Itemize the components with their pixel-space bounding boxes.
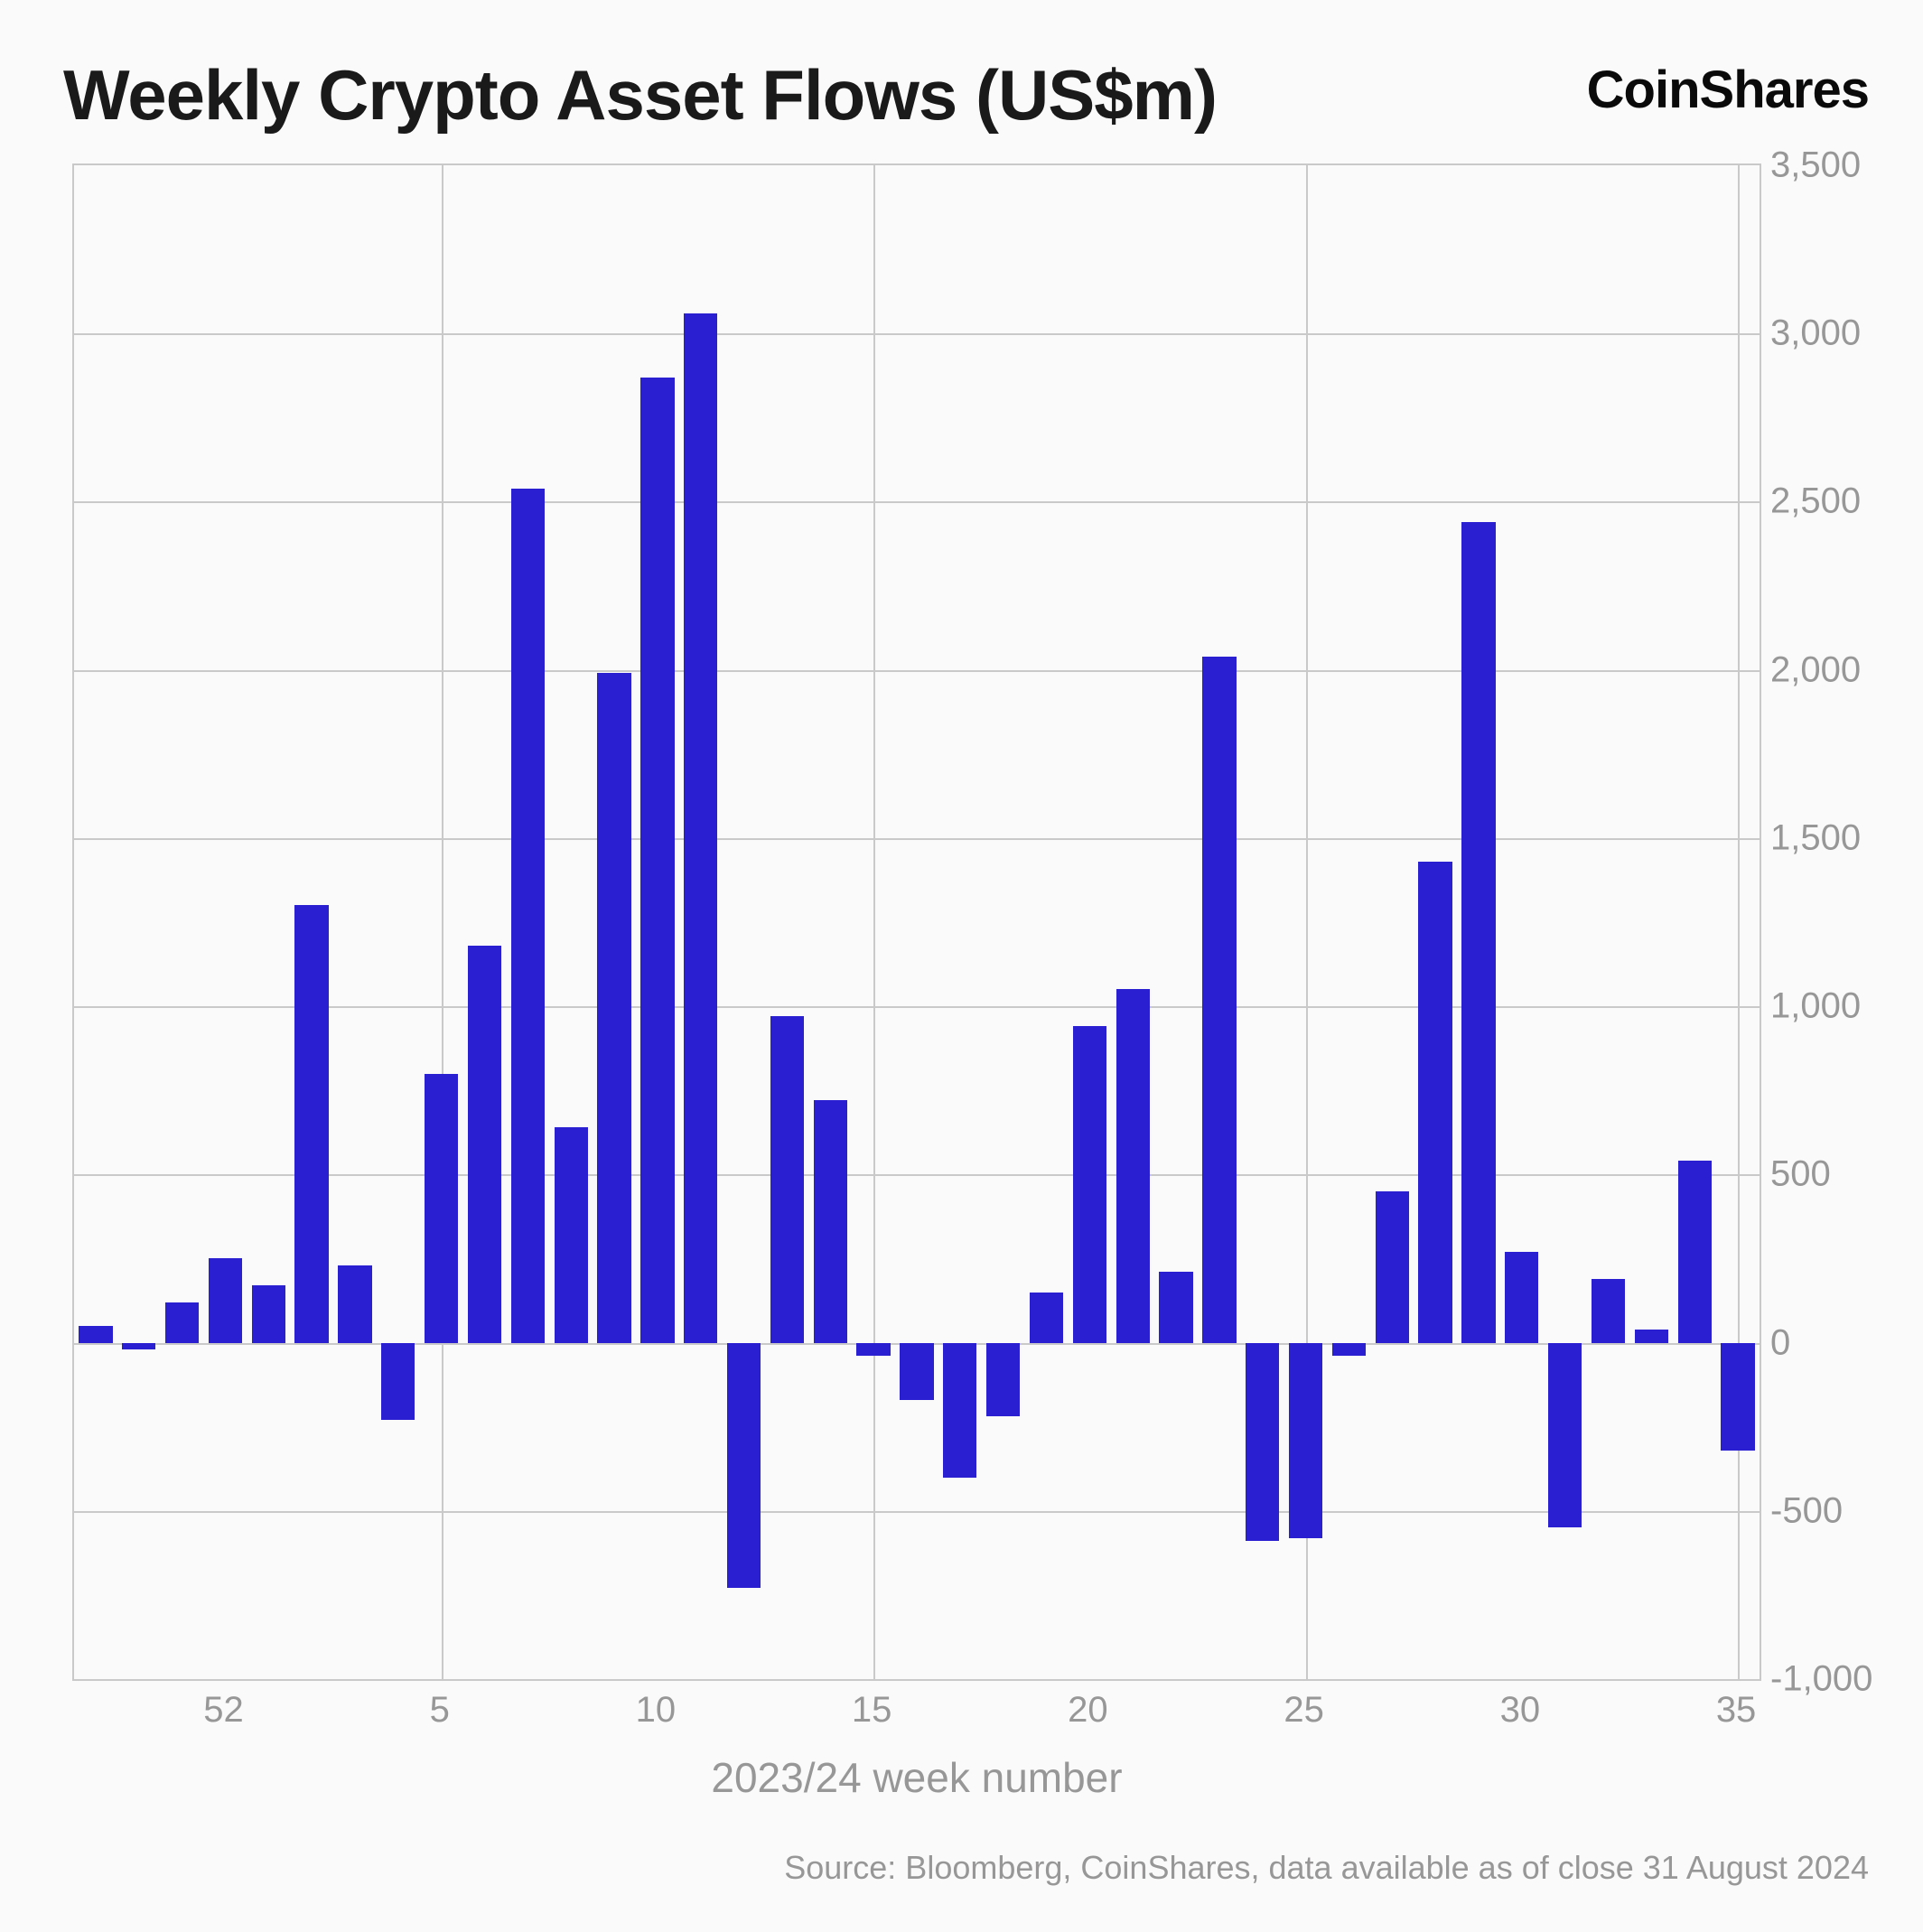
bar [1548, 1343, 1582, 1528]
source-note: Source: Bloomberg, CoinShares, data avai… [784, 1849, 1869, 1887]
bar [511, 489, 545, 1343]
bar [338, 1265, 371, 1343]
bar [640, 378, 674, 1343]
bar [1116, 989, 1150, 1342]
y-tick-label: -500 [1770, 1490, 1843, 1531]
bar [1246, 1343, 1279, 1542]
bar [1418, 862, 1452, 1343]
x-axis-labels: 52 5 10 15 20 25 30 35 [72, 1690, 1761, 1744]
bar [597, 673, 630, 1342]
bar [814, 1100, 847, 1342]
x-tick-label: 25 [1284, 1690, 1324, 1731]
bar [425, 1074, 458, 1343]
bar [1721, 1343, 1754, 1451]
plot-area [72, 163, 1761, 1681]
bar [209, 1258, 242, 1342]
bar [1073, 1026, 1106, 1342]
bar [727, 1343, 761, 1589]
bar [1461, 522, 1495, 1343]
bar [1289, 1343, 1322, 1538]
bar [165, 1302, 199, 1343]
x-tick-label: 35 [1716, 1690, 1757, 1731]
y-tick-label: 3,500 [1770, 145, 1861, 186]
bar [684, 313, 717, 1343]
y-tick-label: -1,000 [1770, 1659, 1872, 1700]
bar [943, 1343, 976, 1478]
y-tick-label: 2,500 [1770, 481, 1861, 522]
y-tick-label: 1,500 [1770, 817, 1861, 858]
bar [1202, 657, 1236, 1343]
bar [1678, 1161, 1712, 1342]
bar [1505, 1252, 1538, 1343]
bar [1635, 1330, 1668, 1343]
bar [381, 1343, 415, 1421]
y-tick-label: 3,000 [1770, 313, 1861, 354]
x-tick-label: 15 [852, 1690, 892, 1731]
bar [79, 1326, 112, 1343]
bar [468, 946, 501, 1342]
bar [1332, 1343, 1366, 1357]
x-tick-label: 52 [203, 1690, 244, 1731]
bar [555, 1127, 588, 1342]
bar [770, 1016, 804, 1342]
y-tick-label: 500 [1770, 1154, 1831, 1195]
x-tick-label: 10 [636, 1690, 677, 1731]
y-tick-label: 0 [1770, 1322, 1790, 1363]
bar [1030, 1293, 1063, 1343]
y-tick-label: 2,000 [1770, 649, 1861, 690]
bar [900, 1343, 933, 1400]
x-tick-label: 30 [1500, 1690, 1541, 1731]
header: Weekly Crypto Asset Flows (US$m) CoinSha… [63, 54, 1869, 136]
x-tick-label: 5 [430, 1690, 450, 1731]
bar [1159, 1272, 1192, 1342]
chart: -1,000-50005001,0001,5002,0002,5003,0003… [63, 163, 1861, 1753]
y-tick-label: 1,000 [1770, 986, 1861, 1027]
page: Weekly Crypto Asset Flows (US$m) CoinSha… [0, 0, 1923, 1932]
chart-title: Weekly Crypto Asset Flows (US$m) [63, 54, 1217, 136]
x-tick-label: 20 [1068, 1690, 1108, 1731]
brand-logo: CoinShares [1587, 60, 1869, 120]
bar [1376, 1191, 1409, 1343]
bar [1592, 1279, 1625, 1343]
bars [74, 165, 1760, 1679]
bar [122, 1343, 155, 1349]
bar [856, 1343, 890, 1357]
bar [986, 1343, 1020, 1417]
x-axis-title: 2023/24 week number [72, 1753, 1761, 1802]
bar [252, 1285, 285, 1342]
bar [294, 905, 328, 1342]
